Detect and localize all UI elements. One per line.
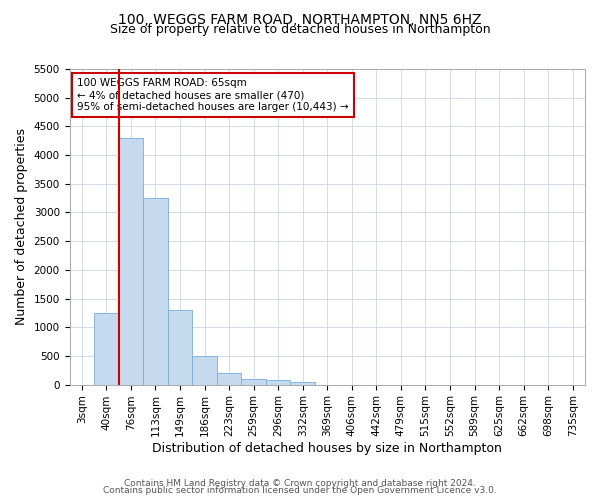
Text: Size of property relative to detached houses in Northampton: Size of property relative to detached ho… [110,22,490,36]
Bar [290,382,315,384]
Bar [266,380,290,384]
Bar [168,310,192,384]
Text: 100 WEGGS FARM ROAD: 65sqm
← 4% of detached houses are smaller (470)
95% of semi: 100 WEGGS FARM ROAD: 65sqm ← 4% of detac… [77,78,349,112]
Text: 100, WEGGS FARM ROAD, NORTHAMPTON, NN5 6HZ: 100, WEGGS FARM ROAD, NORTHAMPTON, NN5 6… [118,12,482,26]
Bar [217,373,241,384]
Bar [241,379,266,384]
Bar [94,313,119,384]
Text: Contains public sector information licensed under the Open Government Licence v3: Contains public sector information licen… [103,486,497,495]
Bar [192,356,217,384]
Y-axis label: Number of detached properties: Number of detached properties [15,128,28,326]
Bar [143,198,168,384]
X-axis label: Distribution of detached houses by size in Northampton: Distribution of detached houses by size … [152,442,502,455]
Bar [119,138,143,384]
Text: Contains HM Land Registry data © Crown copyright and database right 2024.: Contains HM Land Registry data © Crown c… [124,478,476,488]
